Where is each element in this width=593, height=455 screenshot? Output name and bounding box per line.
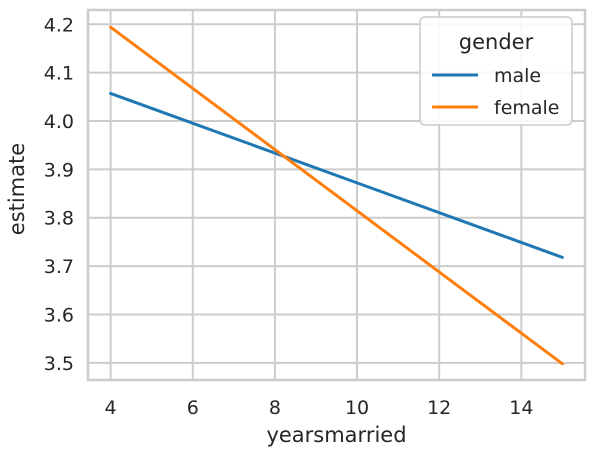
series-lines — [109, 25, 564, 366]
legend: gender male female — [419, 16, 573, 126]
y-tick-label: 3.9 — [44, 159, 74, 181]
x-tick-label: 12 — [427, 397, 451, 419]
plot-frame — [86, 8, 587, 382]
legend-title: gender — [459, 30, 534, 54]
series-line-male — [109, 91, 564, 259]
x-tick-labels: 4 6 8 10 12 14 — [105, 397, 534, 419]
series-line-female — [109, 25, 564, 366]
x-tick-label: 10 — [345, 397, 369, 419]
y-tick-label: 4.0 — [44, 111, 74, 133]
x-tick-label: 6 — [187, 397, 199, 419]
y-tick-label: 3.5 — [44, 353, 74, 375]
legend-entries: male female — [432, 65, 560, 119]
y-tick-label: 4.1 — [44, 63, 74, 85]
y-tick-labels: 3.5 3.6 3.7 3.8 3.9 4.0 4.1 4.2 — [44, 14, 74, 375]
y-axis-label: estimate — [5, 143, 29, 235]
y-tick-label: 4.2 — [44, 14, 74, 36]
legend-label-male: male — [494, 65, 541, 87]
y-tick-label: 3.6 — [44, 304, 74, 326]
x-tick-label: 4 — [105, 397, 117, 419]
y-tick-label: 3.8 — [44, 208, 74, 230]
x-tick-label: 8 — [269, 397, 281, 419]
x-axis-label: yearsmarried — [266, 423, 406, 447]
y-tick-label: 3.7 — [44, 256, 74, 278]
x-tick-label: 14 — [509, 397, 533, 419]
legend-box — [419, 16, 573, 126]
legend-label-female: female — [494, 97, 560, 119]
